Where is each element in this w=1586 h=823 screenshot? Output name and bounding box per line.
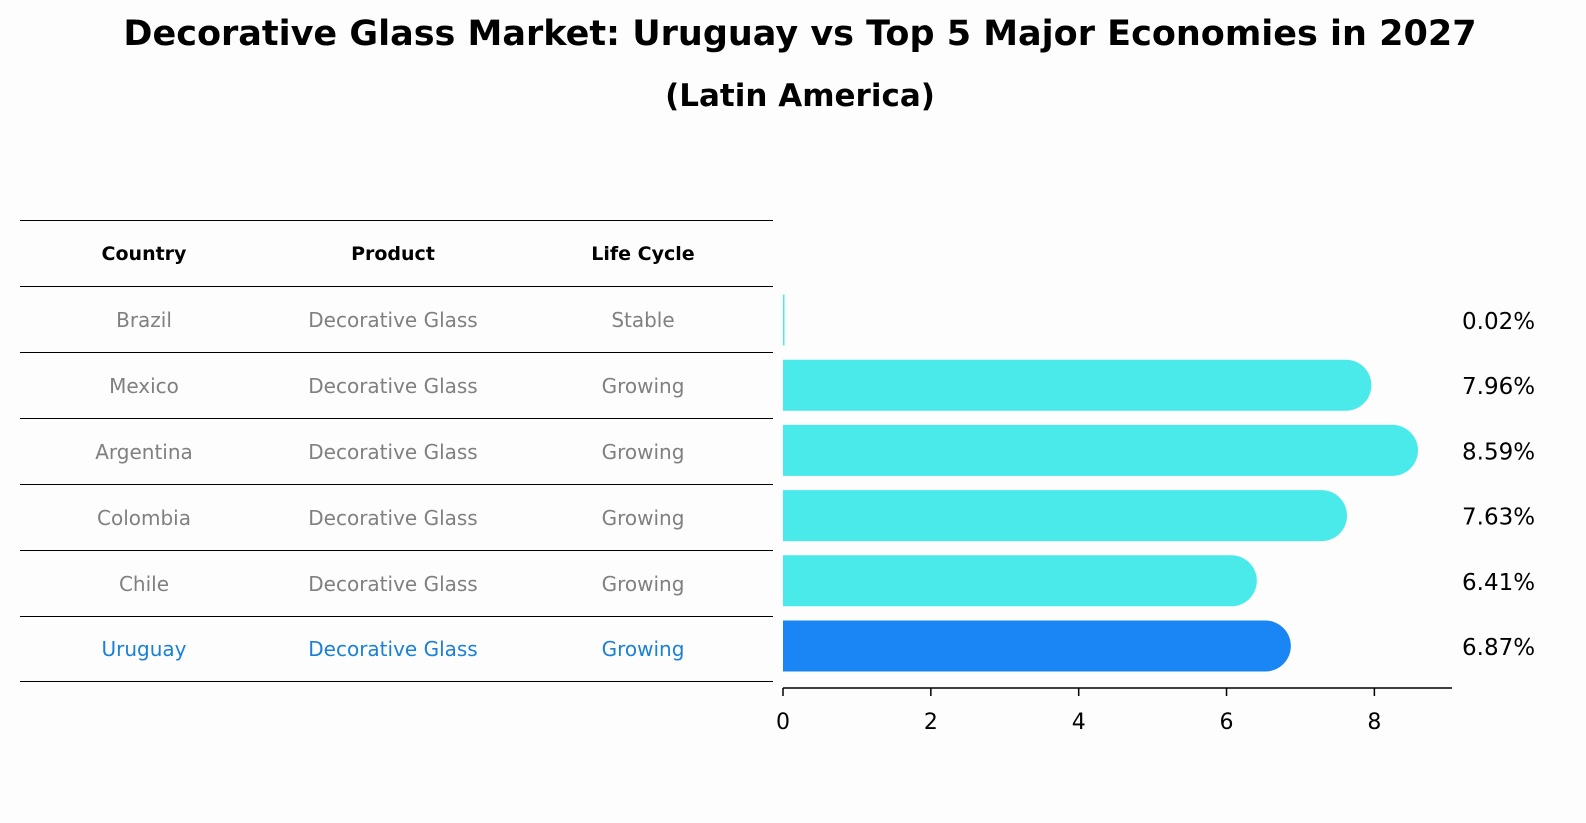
bar-uruguay bbox=[783, 620, 1291, 672]
x-tick-label: 6 bbox=[1220, 710, 1234, 735]
table-row: Mexico Decorative Glass Growing bbox=[20, 352, 773, 418]
country-cell: Uruguay bbox=[101, 637, 187, 661]
table-row: Argentina Decorative Glass Growing bbox=[20, 418, 773, 484]
bar-mexico bbox=[783, 359, 1372, 411]
life-cycle-cell: Growing bbox=[601, 373, 685, 398]
bar-argentina bbox=[783, 424, 1418, 476]
product-cell: Decorative Glass bbox=[308, 571, 478, 596]
chart-title: Decorative Glass Market: Uruguay vs Top … bbox=[123, 14, 1477, 54]
life-cycle-cell: Growing bbox=[601, 637, 685, 661]
country-cell: Chile bbox=[118, 571, 170, 596]
value-label-argentina: 8.59% bbox=[1462, 439, 1535, 465]
table-row: Colombia Decorative Glass Growing bbox=[20, 484, 773, 550]
product-cell: Decorative Glass bbox=[308, 637, 478, 661]
life-cycle-cell: Growing bbox=[601, 505, 685, 530]
x-tick-label: 8 bbox=[1367, 710, 1381, 735]
bar-brazil bbox=[783, 294, 785, 346]
value-label-chile: 6.41% bbox=[1462, 570, 1535, 596]
country-cell: Mexico bbox=[109, 373, 179, 398]
value-label-uruguay: 6.87% bbox=[1462, 635, 1535, 661]
life-cycle-cell: Growing bbox=[601, 439, 685, 464]
header-life-cycle: Life Cycle bbox=[591, 242, 695, 265]
table-row: Chile Decorative Glass Growing bbox=[20, 550, 773, 616]
x-tick-label: 2 bbox=[924, 710, 938, 735]
table-header-row: Country Product Life Cycle bbox=[20, 220, 773, 286]
life-cycle-cell: Stable bbox=[611, 307, 675, 332]
table-row-highlighted: Uruguay Decorative Glass Growing bbox=[20, 616, 773, 682]
life-cycle-cell: Growing bbox=[601, 571, 685, 596]
country-cell: Argentina bbox=[95, 439, 193, 464]
value-label-mexico: 7.96% bbox=[1462, 374, 1535, 400]
product-cell: Decorative Glass bbox=[308, 307, 478, 332]
x-tick-label: 0 bbox=[776, 710, 790, 735]
table-row: Brazil Decorative Glass Stable bbox=[20, 286, 773, 352]
bar-colombia bbox=[783, 490, 1348, 542]
product-cell: Decorative Glass bbox=[308, 505, 478, 530]
product-cell: Decorative Glass bbox=[308, 439, 478, 464]
x-tick-label: 4 bbox=[1072, 710, 1086, 735]
bar-chile bbox=[783, 555, 1257, 607]
header-country: Country bbox=[101, 242, 187, 265]
country-table: Country Product Life Cycle Brazil Decora… bbox=[20, 220, 773, 682]
header-product: Product bbox=[351, 242, 435, 265]
country-cell: Colombia bbox=[97, 505, 191, 530]
country-cell: Brazil bbox=[116, 307, 172, 332]
value-label-colombia: 7.63% bbox=[1462, 505, 1535, 531]
chart-subtitle: (Latin America) bbox=[665, 78, 935, 114]
product-cell: Decorative Glass bbox=[308, 373, 478, 398]
value-label-brazil: 0.02% bbox=[1462, 309, 1535, 335]
